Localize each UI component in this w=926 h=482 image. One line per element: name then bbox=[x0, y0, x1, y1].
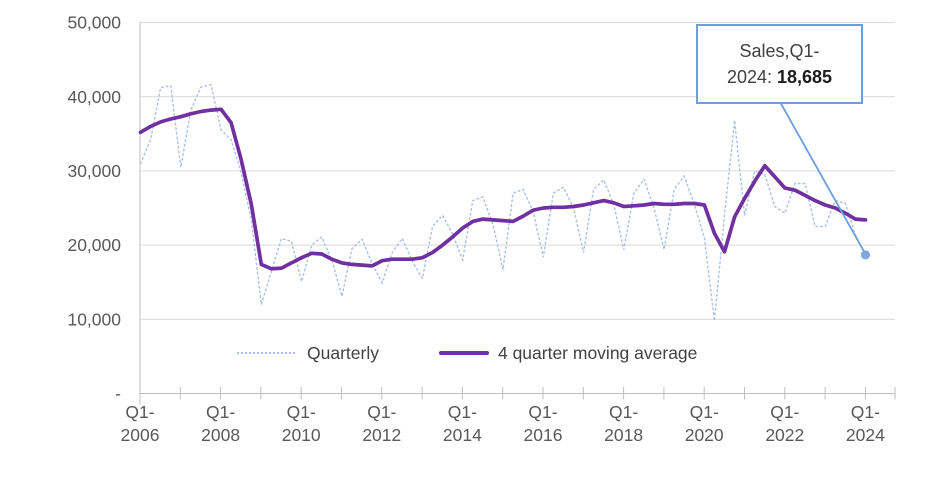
q1-2024-data-point bbox=[860, 250, 871, 260]
annotation-callout: Sales,Q1- 2024: 18,685 bbox=[696, 24, 863, 104]
annotation-line2-prefix: 2024: bbox=[726, 67, 777, 87]
x-axis-tick-label: Q1-2018 bbox=[604, 402, 643, 445]
y-axis-tick-label: 10,000 bbox=[67, 309, 121, 329]
legend-item-quarterly: Quarterly bbox=[237, 343, 379, 364]
legend-label-quarterly: Quarterly bbox=[307, 342, 379, 363]
y-axis-tick-label: 50,000 bbox=[67, 13, 121, 33]
x-axis-tick-label: Q1-2024 bbox=[846, 402, 885, 445]
x-axis-tick-label: Q1-2022 bbox=[765, 402, 804, 445]
moving-average-series-line bbox=[138, 107, 868, 271]
legend-item-moving-average: 4 quarter moving average bbox=[438, 342, 698, 364]
quarterly-series-line bbox=[139, 83, 867, 321]
x-axis-tick-label: Q1-2014 bbox=[443, 402, 482, 445]
annotation-line2: 2024: 18,685 bbox=[698, 64, 861, 90]
annotation-value: 18,685 bbox=[776, 67, 833, 87]
y-axis-tick-label: 20,000 bbox=[67, 235, 121, 255]
y-axis-tick-label: 40,000 bbox=[67, 87, 121, 107]
quarterly-line-swatch-icon bbox=[237, 352, 295, 354]
x-axis-tick-label: Q1-2010 bbox=[282, 402, 321, 445]
x-axis-tick-label: Q1-2008 bbox=[201, 402, 240, 445]
chart-legend: Quarterly 4 quarter moving average bbox=[237, 340, 697, 366]
annotation-line1: Sales,Q1- bbox=[739, 41, 820, 61]
x-axis-tick-label: Q1-2012 bbox=[362, 402, 401, 445]
x-axis-tick-label: Q1-2020 bbox=[685, 402, 724, 445]
y-axis-tick-label: - bbox=[115, 384, 121, 404]
y-axis-tick-label: 30,000 bbox=[67, 161, 121, 181]
moving-average-line-swatch-icon bbox=[438, 351, 489, 355]
x-axis-tick-label: Q1-2016 bbox=[524, 402, 563, 445]
annotation-leader-line bbox=[778, 100, 866, 253]
legend-label-moving-average: 4 quarter moving average bbox=[497, 342, 698, 363]
x-axis-tick-label: Q1-2006 bbox=[121, 402, 160, 445]
